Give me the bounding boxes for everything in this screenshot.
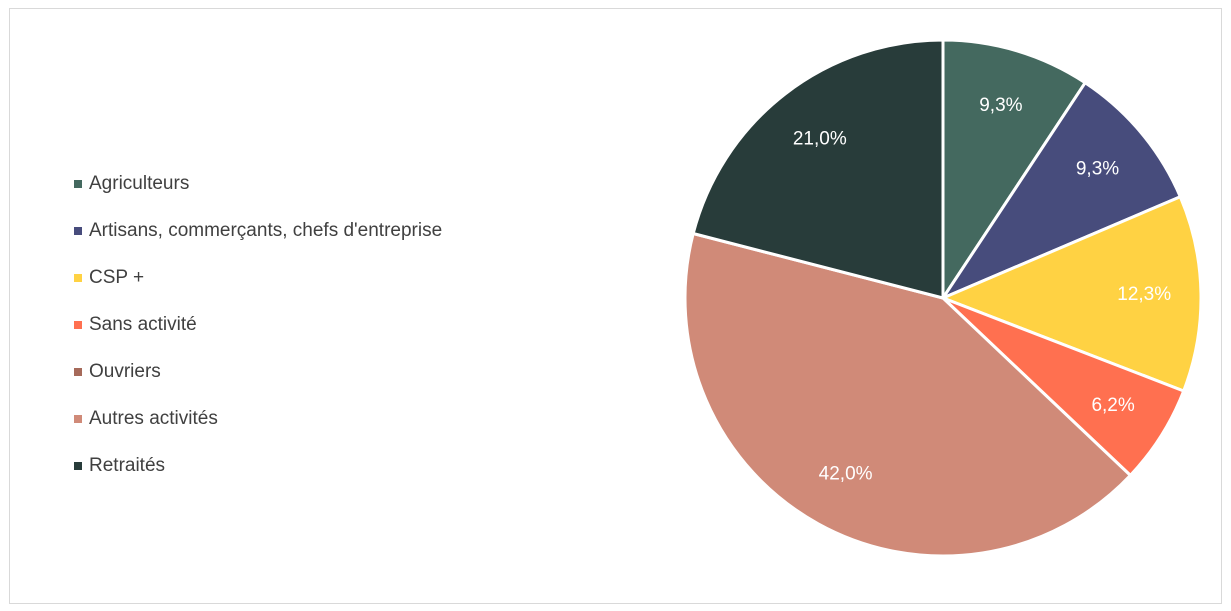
data-label: 42,0% [819, 464, 873, 485]
pie-slice [941, 38, 1087, 300]
legend-label: Agriculteurs [89, 172, 190, 194]
pie-slice [691, 38, 945, 300]
data-label: 9,3% [1076, 159, 1119, 180]
legend-label: CSP + [89, 266, 145, 288]
legend-swatch [74, 226, 82, 235]
legend-swatch [74, 320, 82, 329]
legend-label: Sans activité [89, 313, 197, 335]
data-label: 21,0% [793, 128, 847, 149]
legend-swatch [74, 179, 82, 188]
legend-swatch [74, 273, 82, 282]
legend: Agriculteurs Artisans, commerçants, chefs… [74, 160, 442, 489]
legend-swatch [74, 367, 82, 376]
legend-item: CSP + [74, 254, 442, 301]
legend-item: Retraités [74, 442, 442, 489]
pie-slice [941, 195, 1203, 393]
data-label: 12,3% [1117, 284, 1171, 305]
legend-item: Autres activités [74, 395, 442, 442]
legend-item: Agriculteurs [74, 160, 442, 207]
legend-swatch [74, 414, 82, 423]
data-label: 6,2% [1091, 395, 1134, 416]
legend-swatch [74, 461, 82, 470]
data-label: 9,3% [979, 95, 1022, 116]
legend-label: Ouvriers [89, 360, 161, 382]
legend-item: Sans activité [74, 301, 442, 348]
pie-slice [683, 232, 1132, 558]
legend-label: Retraités [89, 454, 166, 476]
pie-slice [941, 81, 1182, 300]
legend-item: Ouvriers [74, 348, 442, 395]
legend-label: Artisans, commerçants, chefs d'entrepris… [89, 219, 443, 241]
legend-label: Autres activités [89, 407, 218, 429]
legend-item: Artisans, commerçants, chefs d'entrepris… [74, 207, 442, 254]
